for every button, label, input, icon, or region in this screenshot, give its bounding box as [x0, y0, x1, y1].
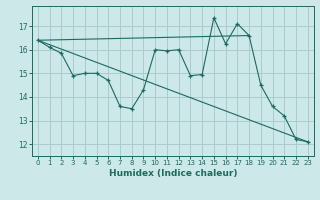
X-axis label: Humidex (Indice chaleur): Humidex (Indice chaleur) — [108, 169, 237, 178]
